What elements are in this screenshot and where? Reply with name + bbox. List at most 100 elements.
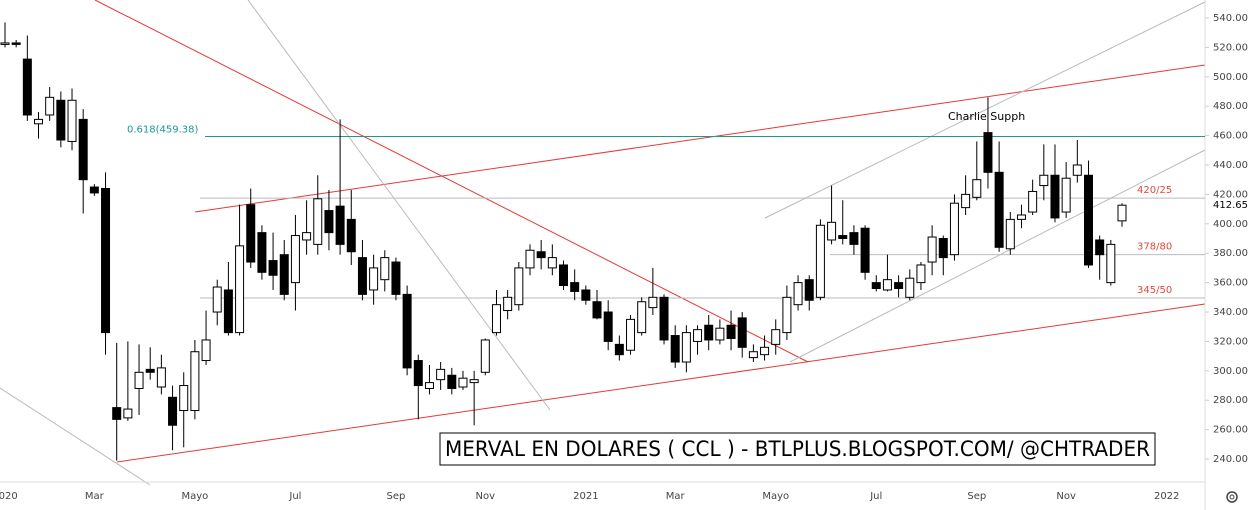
x-tick-label: Sep	[967, 491, 986, 502]
candle-body	[1005, 218, 1015, 250]
x-tick-label: Nov	[476, 491, 496, 502]
candle-body	[469, 379, 479, 384]
level-label: 420/25	[1137, 185, 1172, 196]
candle-body	[223, 289, 233, 334]
banner-box	[439, 432, 1156, 466]
candle-body	[246, 204, 256, 263]
candle-body	[592, 301, 602, 319]
candle-body	[89, 186, 99, 194]
candle-body	[302, 232, 312, 241]
candle-body	[983, 132, 993, 173]
y-tick-label: 300.00	[1213, 366, 1248, 377]
candle-body	[726, 324, 736, 339]
candle-body	[491, 304, 501, 334]
candle-body	[0, 42, 10, 45]
x-tick-label: Sep	[387, 491, 406, 502]
candle-body	[827, 221, 837, 241]
x-tick-label: Mayo	[181, 491, 208, 502]
candle-body	[101, 188, 111, 334]
candle-body	[804, 279, 814, 301]
candle-body	[536, 251, 546, 259]
candle-body	[659, 296, 669, 341]
candle-body	[1072, 164, 1082, 176]
candle-body	[1050, 174, 1060, 219]
candle-body	[637, 301, 647, 334]
x-tick-label: Mar	[666, 491, 686, 502]
candle-body	[782, 296, 792, 334]
annotation: Charlie Supph	[948, 110, 1025, 123]
candle-body	[1039, 174, 1049, 187]
candle-body	[972, 179, 982, 198]
candle-body	[693, 329, 703, 342]
candle-body	[614, 343, 624, 356]
candle-body	[894, 282, 904, 289]
candle-body	[11, 42, 21, 45]
level-label: 345/50	[1137, 285, 1172, 296]
trend-line	[0, 387, 151, 486]
y-tick-label: 340.00	[1213, 307, 1248, 318]
x-tick-label: 2022	[1154, 491, 1179, 502]
plot-area: 240.00 260.00 280.00 300.00 320.00 340.00 360.…	[0, 13, 1251, 502]
candle-body	[346, 218, 356, 253]
candle-body	[458, 377, 468, 388]
candle-body	[380, 257, 390, 281]
candle-body	[760, 346, 770, 356]
candle-body	[1117, 204, 1127, 222]
candle-body	[179, 385, 189, 412]
candle-body	[369, 267, 379, 291]
candle-body	[670, 335, 680, 363]
candle-body	[1095, 239, 1105, 256]
candle-body	[67, 99, 77, 142]
candle-body	[916, 264, 926, 284]
candle-body	[480, 339, 490, 373]
y-tick-label: 540.00	[1213, 13, 1248, 24]
candle-body	[648, 296, 658, 309]
candle-body	[324, 210, 334, 234]
candle-body	[335, 205, 345, 245]
candle-body	[279, 254, 289, 295]
candle-body	[190, 351, 200, 412]
candle-body	[704, 324, 714, 341]
candle-body	[391, 261, 401, 295]
y-tick-label: 260.00	[1213, 425, 1248, 436]
candle-body	[212, 286, 222, 313]
candle-body	[134, 371, 144, 389]
y-tick-label: 240.00	[1213, 454, 1248, 465]
candle-body	[815, 224, 825, 298]
trend-line	[116, 303, 1206, 463]
x-tick-label: Mayo	[762, 491, 789, 502]
x-tick-label: 2020	[0, 491, 18, 502]
candle-body	[771, 329, 781, 345]
y-tick-label: 460.00	[1213, 131, 1248, 142]
candle-body	[715, 327, 725, 341]
candle-body	[78, 118, 88, 181]
chart-title: MERVAL EN DOLARES ( CCL ) - BTLPLUS.BLOG…	[445, 437, 1150, 461]
y-tick-label: 500.00	[1213, 72, 1248, 83]
x-tick-label: Jul	[288, 491, 301, 502]
candle-body	[123, 408, 133, 419]
candle-body	[424, 382, 434, 389]
y-tick-label: 440.00	[1213, 160, 1248, 171]
trend-line	[247, 0, 551, 411]
level-label: 378/80	[1137, 242, 1172, 253]
candle-body	[290, 235, 300, 284]
y-tick-label: 480.00	[1213, 101, 1248, 112]
candle-body	[849, 232, 859, 245]
candle-body	[156, 367, 166, 388]
candle-body	[994, 171, 1004, 248]
candle-body	[514, 267, 524, 306]
fib-label: 0.618(459.38)	[127, 124, 199, 135]
candle-body	[1106, 243, 1116, 284]
settings-icon[interactable]	[1226, 491, 1238, 503]
candle-body	[927, 236, 937, 263]
candle-body	[436, 368, 446, 381]
candle-body	[145, 368, 155, 373]
candle-body	[681, 332, 691, 363]
candle-body	[581, 289, 591, 301]
trend-line	[764, 1, 1206, 219]
trend-line	[94, 0, 809, 363]
candle-body	[860, 227, 870, 273]
candle-body	[603, 311, 613, 342]
candle-body	[357, 257, 367, 295]
